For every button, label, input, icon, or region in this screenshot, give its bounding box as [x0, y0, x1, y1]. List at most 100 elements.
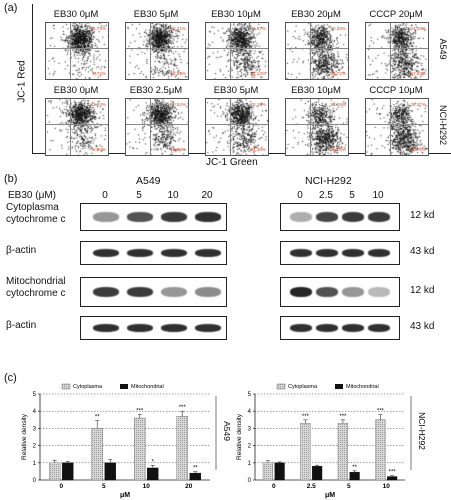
flow-plot: 31.55% 66.75%: [285, 98, 349, 156]
protein-band: [195, 324, 221, 332]
molecular-weight-label: 43 kd: [410, 246, 435, 257]
protein-band: [161, 212, 187, 222]
upper-right-percentage: 86.21%: [170, 26, 186, 31]
protein-band: [368, 249, 390, 257]
cell-line-header: NCI-H292: [305, 175, 352, 187]
blot-strip: [280, 241, 400, 265]
bar-mitochondrial: [104, 462, 117, 481]
lower-right-percentage: 24.39%: [250, 147, 266, 152]
y-tick-label: 5: [33, 392, 37, 398]
protein-band: [368, 287, 390, 297]
flow-plot: 74.87% 23.13%: [205, 22, 269, 80]
quadrant-gate-horizontal: [286, 124, 348, 126]
quadrant-gate-horizontal: [286, 48, 348, 50]
scatter-dots: [46, 23, 108, 79]
x-tick-label: 10: [143, 483, 151, 490]
y-axis-label-jc1-red: JC-1 Red: [16, 60, 28, 103]
significance-mark: **: [95, 415, 100, 421]
protein-band: [316, 249, 338, 257]
protein-band: [93, 324, 119, 332]
significance-mark: ***: [179, 405, 187, 411]
bar-charts-relative-density: 0 1 2 3 4 5 Relative density Cytoplasma Mitochon…: [21, 383, 427, 499]
protein-band: [342, 249, 364, 257]
blot-label: Cytoplasma: [6, 202, 59, 213]
scatter-dots: [46, 99, 108, 155]
protein-band: [93, 287, 119, 297]
legend-label-cytoplasma: Cytoplasma: [73, 384, 103, 390]
flow-plot-label: EB30 0μM: [53, 85, 99, 96]
legend-swatch-cytoplasma: [276, 383, 286, 390]
flow-plot-label: EB30 5μM: [213, 85, 259, 96]
scatter-dots: [366, 99, 428, 155]
lower-right-percentage: 66.75%: [330, 147, 346, 152]
x-tick-label: 5: [347, 483, 351, 490]
y-tick-label: 3: [33, 426, 37, 432]
protein-band: [290, 212, 312, 222]
flow-plot-label: EB30 5μM: [133, 9, 179, 20]
upper-right-percentage: 54.38%: [410, 26, 426, 31]
protein-band: [290, 324, 312, 332]
y-tick-label: 0: [33, 478, 37, 484]
x-tick-label: 0: [272, 483, 276, 490]
lower-right-percentage: 37.63%: [410, 71, 426, 76]
significance-mark: ***: [302, 414, 310, 420]
bar-mitochondrial: [387, 476, 398, 481]
dose-label: 10: [167, 190, 179, 201]
dose-label: 20: [201, 190, 213, 201]
lower-right-percentage: 60.73%: [410, 147, 426, 152]
blot-label: β-actin: [6, 320, 37, 331]
bar-cytoplasma: [300, 423, 311, 481]
lower-right-percentage: 23.13%: [250, 71, 266, 76]
y-tick-label: 2: [33, 444, 37, 450]
scatter-dots: [206, 99, 268, 155]
blot-label: Mitochondrial: [6, 276, 66, 287]
blot-label-line2: cytochrome c: [6, 288, 66, 299]
quadrant-gate-vertical: [309, 99, 311, 155]
quadrant-gate-vertical: [69, 23, 71, 79]
protein-band: [161, 249, 187, 257]
lower-right-percentage: 6.72%: [92, 71, 106, 76]
blot-strip: [80, 277, 227, 307]
lower-right-percentage: 46.72%: [330, 71, 346, 76]
flow-plot: 91.79% 6.72%: [45, 22, 109, 80]
bar-cytoplasma: [262, 462, 273, 481]
protein-band: [342, 287, 364, 297]
y-tick-label: 4: [33, 409, 37, 415]
protein-band: [368, 324, 390, 332]
lower-right-percentage: 10.95%: [170, 71, 186, 76]
flow-plot-label: CCCP 10μM: [369, 85, 423, 96]
quadrant-gate-vertical: [229, 23, 231, 79]
blot-strip: [280, 316, 400, 340]
panel-c-letter: (c): [4, 372, 17, 384]
flow-plot-label: CCCP 20μM: [369, 9, 423, 20]
flow-plot-label: EB30 0μM: [53, 9, 99, 20]
flow-plot-label: EB30 10μM: [211, 9, 261, 20]
blot-strip: [80, 203, 227, 231]
protein-band: [290, 287, 312, 297]
quadrant-gate-horizontal: [126, 124, 188, 126]
bar-mitochondrial: [312, 466, 323, 481]
legend-swatch-mitochondrial: [335, 384, 343, 389]
protein-band: [316, 324, 338, 332]
quadrant-gate-vertical: [69, 99, 71, 155]
protein-band: [368, 212, 390, 222]
significance-mark: *: [152, 459, 155, 465]
bar-cytoplasma: [375, 419, 386, 481]
flow-plot: 80.52% 16.99%: [125, 98, 189, 156]
y-tick-label: 1: [33, 461, 37, 467]
x-tick-label: 0: [59, 483, 63, 490]
y-tick-label: 0: [248, 478, 252, 484]
x-axis-label-jc1-green: JC-1 Green: [206, 157, 258, 168]
quadrant-gate-vertical: [149, 23, 151, 79]
bar-mitochondrial: [349, 472, 360, 481]
dose-label: 5: [349, 190, 355, 201]
molecular-weight-label: 43 kd: [410, 321, 435, 332]
upper-right-percentage: 74.87%: [250, 26, 266, 31]
flow-plot-label: EB30 20μM: [291, 9, 341, 20]
protein-band: [195, 249, 221, 257]
legend-label-cytoplasma: Cytoplasma: [288, 384, 318, 390]
quadrant-gate-horizontal: [46, 48, 108, 50]
quadrant-gate-horizontal: [366, 48, 428, 50]
molecular-weight-label: 12 kd: [410, 285, 435, 296]
protein-band: [127, 324, 153, 332]
